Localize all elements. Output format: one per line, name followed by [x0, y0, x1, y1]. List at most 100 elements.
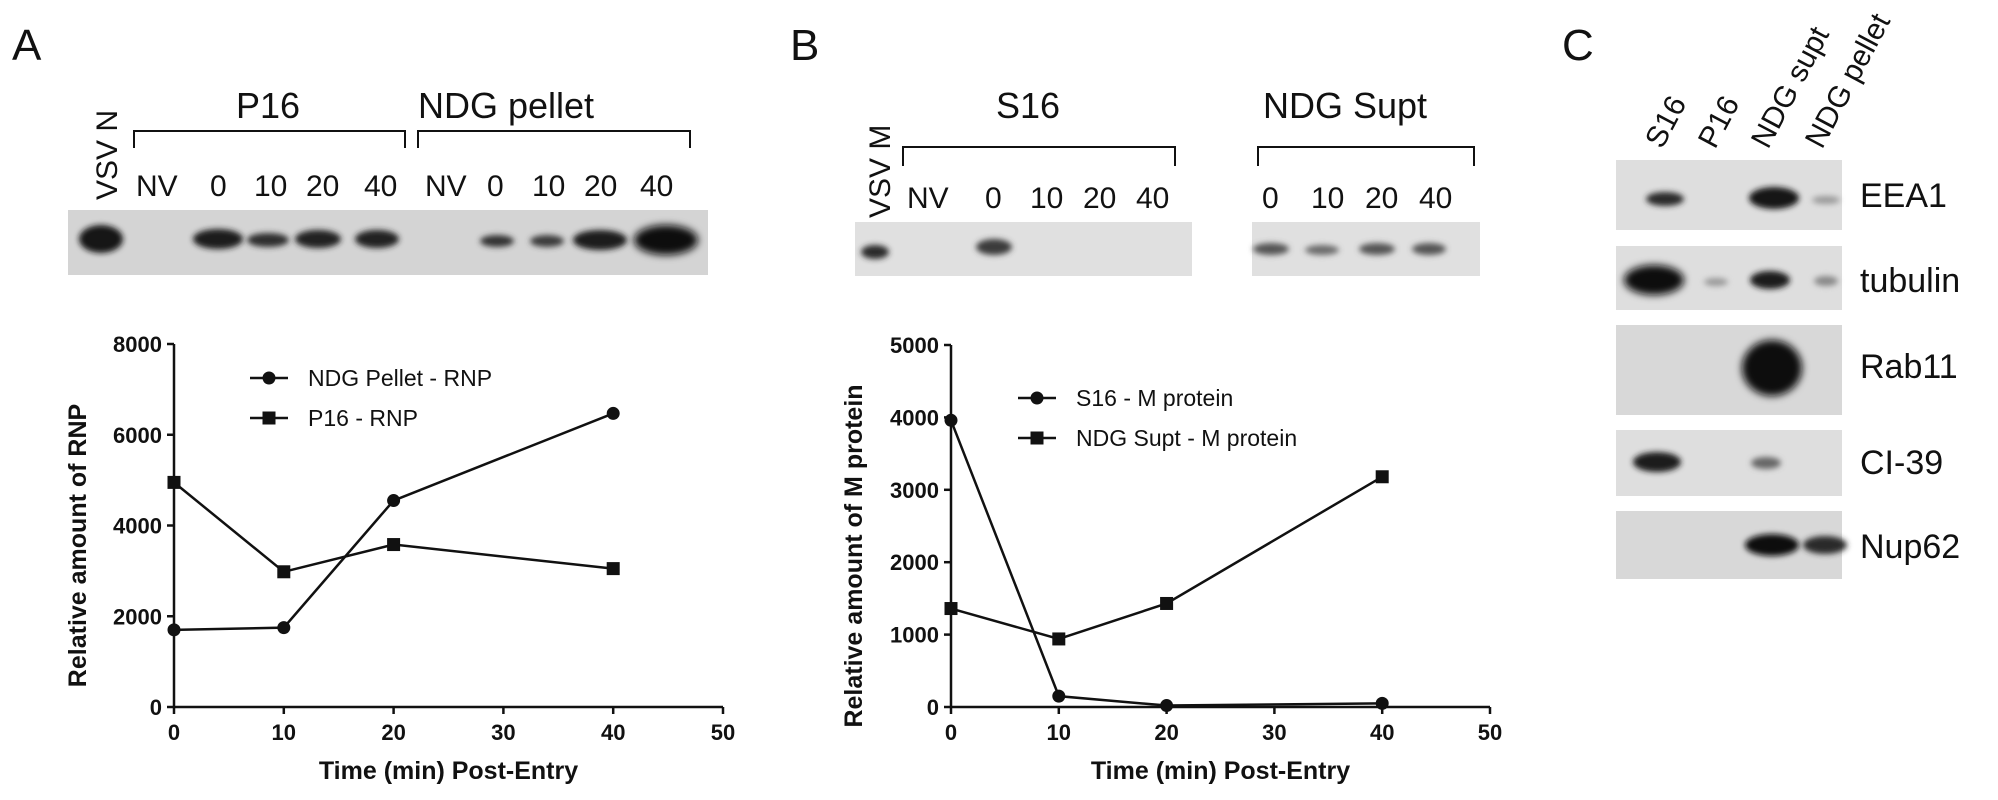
chart-b: 0 10 20 30 40 50 0 1000 2000 3000 4000 5000 Time (mi…	[840, 333, 1502, 785]
blot-c-row-rab11	[1616, 325, 1842, 415]
y-tick-label: 4000	[113, 514, 162, 539]
series-line-1	[173, 412, 614, 632]
x-tick-label: 0	[945, 720, 957, 745]
blot-band	[1646, 192, 1684, 206]
blot-band	[1253, 243, 1289, 255]
data-point	[277, 565, 291, 579]
blot-band	[530, 235, 564, 247]
data-point	[1052, 689, 1066, 703]
data-point	[1160, 699, 1174, 713]
blot-b-lane-label: 20	[1083, 182, 1116, 215]
blot-band	[1751, 457, 1781, 469]
y-tick-label: 2000	[113, 604, 162, 629]
blot-c-column-label: S16	[1639, 91, 1693, 154]
blot-b-ref-lane-label: VSV M	[864, 125, 897, 218]
blot-b-lane-label: 40	[1136, 182, 1169, 215]
blot-band	[480, 235, 514, 247]
blot-c-column-label: P16	[1692, 91, 1746, 154]
series-line-2	[173, 481, 614, 574]
blot-b-group-2-label: NDG Supt	[1263, 85, 1427, 126]
panel-a-letter: A	[12, 21, 42, 70]
blot-c-row-label: CI-39	[1860, 444, 1943, 482]
legend-label: P16 - RNP	[308, 405, 418, 431]
legend-marker	[262, 411, 276, 425]
blot-band	[1814, 276, 1838, 286]
x-tick-label: 20	[1154, 720, 1178, 745]
blot-band	[1624, 265, 1684, 295]
blot-c-row-tubulin	[1616, 246, 1842, 310]
blot-b-lane-label: 0	[985, 182, 1002, 215]
blot-band	[976, 239, 1012, 255]
blot-a-lane-label: NV	[136, 170, 178, 203]
blot-a-lane-label: 20	[584, 170, 617, 203]
blot-b-group-1-bracket	[902, 146, 1176, 166]
blot-b-lane-label: 10	[1311, 182, 1344, 215]
data-point	[606, 562, 620, 576]
blot-a-lane-label: 10	[254, 170, 287, 203]
data-point	[1375, 470, 1389, 484]
blot-b-image	[855, 222, 1480, 276]
blot-a-lane-label: 0	[487, 170, 504, 203]
x-tick-label: 50	[1478, 720, 1502, 745]
series-line-2	[950, 475, 1383, 641]
data-point	[606, 406, 620, 420]
y-tick-label: 1000	[890, 623, 939, 648]
blot-c-row-label: Rab11	[1860, 348, 1958, 386]
blot-band	[1633, 452, 1681, 472]
blot-a-group-1-bracket	[133, 130, 406, 148]
x-tick-label: 40	[601, 720, 625, 745]
blot-band	[1359, 243, 1395, 255]
data-point	[944, 413, 958, 427]
blot-band	[295, 230, 341, 248]
data-point	[1375, 696, 1389, 710]
blot-c-row-eea1	[1616, 160, 1842, 230]
x-axis-title: Time (min) Post-Entry	[1091, 757, 1350, 785]
x-tick-label: 30	[491, 720, 515, 745]
legend-marker	[1030, 431, 1044, 445]
blot-a-image	[68, 210, 708, 275]
x-tick-label: 10	[272, 720, 296, 745]
y-tick-label: 0	[927, 695, 939, 720]
data-point	[277, 621, 291, 635]
x-tick-label: 40	[1370, 720, 1394, 745]
x-axis-title: Time (min) Post-Entry	[319, 757, 578, 785]
data-point	[387, 538, 401, 552]
panel-c: C S16 P16 NDG supt NDG pellet EEA1 tubul…	[1562, 8, 1960, 579]
blot-band	[1812, 196, 1840, 204]
blot-band	[1305, 245, 1339, 255]
blot-a-group-2-bracket	[417, 130, 691, 148]
blot-a-lane-label: 20	[306, 170, 339, 203]
panel-a: A P16 NDG pellet VSV N NV 0 10 20 40 NV …	[12, 21, 735, 785]
blot-band	[1749, 187, 1799, 209]
legend-label: S16 - M protein	[1076, 385, 1233, 411]
y-tick-label: 0	[150, 695, 162, 720]
y-axis-title: Relative amount of RNP	[64, 404, 92, 687]
blot-b-group-2-bracket	[1257, 146, 1475, 166]
legend-label: NDG Pellet - RNP	[308, 365, 492, 391]
blot-b-lane-label: NV	[907, 182, 949, 215]
x-tick-label: 20	[381, 720, 405, 745]
blot-band	[861, 245, 889, 259]
data-point	[167, 623, 181, 637]
blot-c-row-ci39	[1616, 430, 1842, 496]
data-point	[1160, 596, 1174, 610]
blot-band	[355, 230, 399, 248]
blot-b-lane-label: 0	[1262, 182, 1279, 215]
blot-band	[193, 229, 243, 249]
blot-a-lane-label: 40	[640, 170, 673, 203]
blot-b-lane-label: 40	[1419, 182, 1452, 215]
blot-a-group-2-label: NDG pellet	[418, 85, 594, 126]
blot-b-group-1-label: S16	[996, 85, 1060, 126]
blot-band	[1745, 534, 1799, 556]
blot-band	[79, 225, 123, 253]
y-axis-title: Relative amount of M protein	[840, 384, 868, 727]
blot-band	[1803, 536, 1847, 554]
panel-c-letter: C	[1562, 21, 1594, 70]
blot-c-row-label: Nup62	[1860, 528, 1960, 566]
blot-band	[1750, 271, 1790, 289]
legend-marker	[1030, 391, 1044, 405]
blot-band	[1704, 278, 1728, 286]
blot-c-row-label: tubulin	[1860, 262, 1960, 300]
blot-c-row-label: EEA1	[1860, 177, 1947, 215]
